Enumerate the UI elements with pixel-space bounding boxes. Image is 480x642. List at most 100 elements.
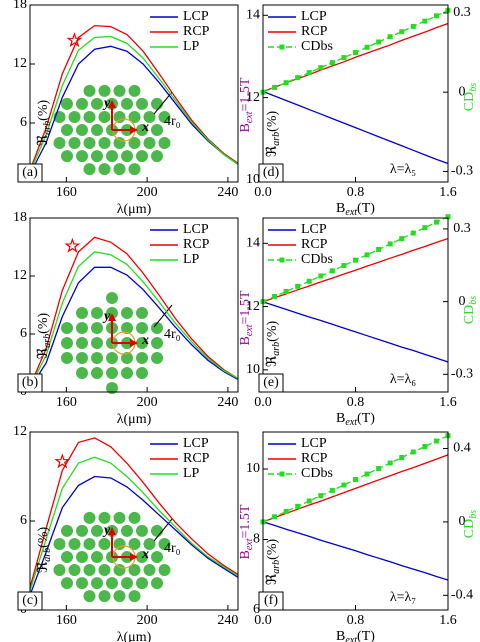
marker — [295, 283, 301, 289]
marker — [295, 503, 301, 509]
lattice-dot — [61, 577, 73, 590]
legend-label: LCP — [183, 222, 209, 237]
inset-label: 4r₀ — [164, 327, 181, 342]
marker — [272, 84, 278, 90]
y-axis-label-part: ℜ — [36, 347, 51, 359]
y2-tick-label: 0 — [459, 84, 466, 99]
inset — [53, 84, 173, 176]
y-tick-label: 14 — [246, 236, 260, 251]
marker — [376, 466, 382, 472]
field-label-part: =1.5T — [238, 504, 253, 538]
panel-label: (a) — [22, 165, 38, 180]
lattice-dot — [76, 551, 88, 563]
y2-tick-label: 0 — [459, 514, 466, 529]
x-arrow-head — [130, 126, 138, 134]
y-tick-label: 6 — [20, 513, 27, 528]
lattice-dot — [128, 564, 141, 577]
lattice-dot — [128, 163, 141, 176]
series-line — [263, 22, 448, 93]
lattice-dot — [158, 537, 171, 550]
marker — [433, 219, 439, 225]
lattice-dot — [91, 307, 103, 319]
lattice-dot — [113, 110, 126, 123]
lattice-dot — [76, 322, 88, 334]
legend-label: RCP — [301, 237, 328, 252]
y2-axis-label-part: CD — [462, 92, 477, 111]
legend-label: LP — [183, 252, 200, 267]
y-axis-label-part: ℜ — [265, 145, 280, 157]
marker — [341, 262, 347, 268]
lattice-dot — [91, 551, 103, 563]
dim-arrow — [153, 518, 173, 542]
plot-frame — [29, 4, 239, 183]
lattice-dot — [83, 590, 96, 603]
legend-label: LCP — [301, 9, 327, 24]
y-axis-label-part: arb — [42, 334, 53, 348]
lattice-dot — [98, 137, 111, 150]
legend-label: RCP — [301, 451, 328, 466]
x-axis-label-part: (T) — [357, 201, 375, 216]
y-axis-label-part: (%) — [36, 527, 51, 548]
series-line — [263, 454, 448, 523]
marker — [283, 508, 289, 514]
y2-axis-label-part: bs — [468, 83, 479, 92]
y-tick-label: 12 — [246, 90, 260, 105]
legend-label: CDbs — [301, 252, 333, 267]
lattice-dot — [76, 524, 88, 537]
lattice-dot — [143, 537, 156, 550]
y2-axis-label: CDbs — [462, 510, 479, 538]
lattice-dot — [151, 352, 163, 364]
lattice-dot — [113, 163, 126, 176]
lattice-dot — [91, 124, 103, 136]
lattice-dot — [121, 577, 133, 590]
lattice-dot — [106, 577, 118, 590]
lattice-dot — [76, 337, 88, 349]
y-axis-label: ℜarb(%) — [36, 527, 53, 574]
lattice-dot — [151, 150, 163, 163]
marker — [387, 460, 393, 466]
inset-label: 4r₀ — [164, 541, 181, 556]
y-axis-label: ℜarb(%) — [265, 111, 282, 158]
legend-label: CDbs — [301, 466, 333, 481]
lattice-dot — [91, 352, 103, 364]
lattice-dot — [76, 577, 88, 590]
lattice-dot — [121, 352, 133, 364]
marker — [433, 438, 439, 444]
lattice-dot — [113, 590, 126, 603]
field-label: Bext=1.5T — [238, 504, 255, 559]
y-tick-label: 10 — [246, 362, 260, 377]
lattice-dot — [68, 537, 81, 550]
lattice-dot — [151, 577, 163, 590]
lattice-dot — [136, 337, 148, 349]
y2-tick-label: -0.4 — [451, 588, 473, 603]
x-axis-label: Bext(T) — [336, 629, 375, 642]
panel-label-box — [258, 591, 284, 611]
panel-label-box — [17, 373, 43, 393]
inset-label: y — [102, 96, 111, 111]
y-arrow-head — [108, 527, 116, 535]
field-label: Bext=1.5T — [238, 77, 255, 132]
marker — [422, 18, 428, 24]
lattice-dot — [136, 577, 148, 590]
lattice-dot — [83, 163, 96, 176]
marker — [283, 80, 289, 86]
lattice-dot — [106, 382, 118, 394]
x-tick-label: 1.6 — [439, 185, 457, 200]
lattice-dot — [76, 150, 88, 163]
lattice-dot — [151, 551, 163, 563]
marker — [353, 257, 358, 263]
legend-label: LCP — [183, 436, 209, 451]
lattice-dot — [98, 110, 111, 123]
x-tick-label: 0.8 — [347, 613, 365, 628]
legend-marker — [279, 471, 285, 477]
y-tick-label: 6 — [20, 326, 27, 341]
x-axis-label-part: (T) — [357, 411, 375, 426]
lattice-dot — [121, 97, 133, 110]
lattice-dot — [83, 537, 96, 550]
lattice-dot — [121, 322, 133, 334]
x-tick-label: 0.0 — [254, 613, 272, 628]
x-tick-label: 200 — [137, 395, 158, 410]
x-tick-label: 0.0 — [254, 185, 272, 200]
series-line — [30, 266, 238, 389]
